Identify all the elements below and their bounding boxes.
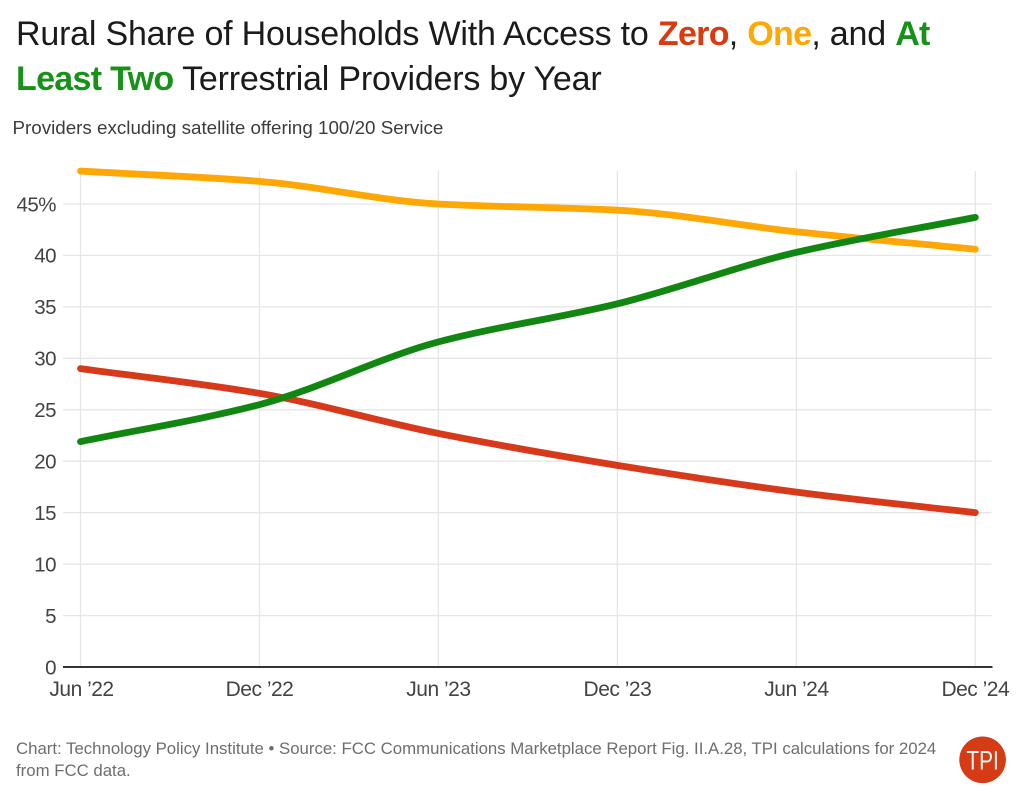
svg-text:10: 10 [34, 553, 56, 576]
svg-text:Jun ’24: Jun ’24 [764, 678, 829, 701]
svg-text:Jun ’23: Jun ’23 [406, 678, 470, 701]
svg-text:35: 35 [34, 296, 56, 319]
svg-text:45%: 45% [16, 193, 56, 216]
svg-text:Dec ’22: Dec ’22 [226, 678, 294, 701]
svg-text:Jun ’22: Jun ’22 [49, 678, 113, 701]
svg-text:20: 20 [34, 451, 56, 474]
svg-text:Dec ’23: Dec ’23 [584, 678, 652, 701]
svg-text:5: 5 [45, 605, 56, 628]
svg-text:0: 0 [45, 656, 56, 679]
svg-text:30: 30 [34, 348, 56, 371]
svg-text:TPI: TPI [966, 746, 998, 776]
svg-text:25: 25 [34, 399, 56, 422]
svg-text:Dec ’24: Dec ’24 [941, 678, 1010, 701]
svg-text:40: 40 [34, 245, 56, 268]
svg-text:15: 15 [34, 502, 56, 525]
